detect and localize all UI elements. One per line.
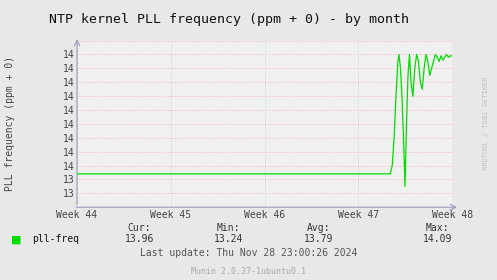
- Text: ■: ■: [11, 234, 21, 244]
- Text: Cur:: Cur:: [127, 223, 151, 233]
- Text: NTP kernel PLL frequency (ppm + 0) - by month: NTP kernel PLL frequency (ppm + 0) - by …: [49, 13, 409, 25]
- Text: 14.09: 14.09: [422, 234, 452, 244]
- Text: RRDTOOL / TOBI OETIKER: RRDTOOL / TOBI OETIKER: [483, 76, 489, 170]
- Text: Max:: Max:: [425, 223, 449, 233]
- Text: pll-freq: pll-freq: [32, 234, 80, 244]
- Text: 13.24: 13.24: [214, 234, 244, 244]
- Text: Min:: Min:: [217, 223, 241, 233]
- Text: Avg:: Avg:: [306, 223, 330, 233]
- Text: PLL frequency (ppm + 0): PLL frequency (ppm + 0): [5, 56, 15, 191]
- Text: 13.79: 13.79: [303, 234, 333, 244]
- Text: 13.96: 13.96: [124, 234, 154, 244]
- Text: Last update: Thu Nov 28 23:00:26 2024: Last update: Thu Nov 28 23:00:26 2024: [140, 248, 357, 258]
- Text: Munin 2.0.37-1ubuntu0.1: Munin 2.0.37-1ubuntu0.1: [191, 267, 306, 276]
